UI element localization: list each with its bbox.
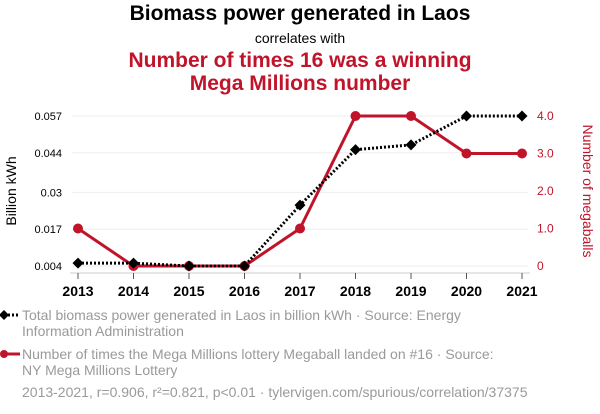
left-tick-label: 0.044 <box>34 148 62 160</box>
chart-subtitle: correlates with <box>254 30 346 46</box>
x-tick-label: 2020 <box>451 283 482 299</box>
x-tick-label: 2013 <box>62 283 93 299</box>
biomass-data-point <box>128 257 139 269</box>
legend-item-biomass: Total biomass power generated in Laos in… <box>0 307 562 339</box>
x-tick-label: 2016 <box>229 283 260 299</box>
chart-title: Biomass power generated in Laos <box>129 2 471 25</box>
biomass-series-line <box>78 114 522 268</box>
circle-solid-line-icon <box>0 350 20 358</box>
biomass-data-point <box>72 257 84 269</box>
x-tick-label: 2014 <box>118 283 149 299</box>
x-tick-label: 2021 <box>506 283 537 299</box>
left-tick-label: 0.03 <box>41 187 62 199</box>
right-tick-label: 2.0 <box>537 184 554 198</box>
chart-title-secondary-line1: Number of times 16 was a winning <box>128 49 472 72</box>
left-tick-label: 0.057 <box>34 111 62 123</box>
x-tick-label: 2017 <box>284 283 315 299</box>
right-tick-label: 0 <box>537 259 544 273</box>
biomass-data-point <box>294 199 306 211</box>
right-axis-label: Number of megaballs <box>580 124 596 257</box>
legend-item-megaball: Number of times the Mega Millions lotter… <box>0 346 562 378</box>
biomass-data-point <box>516 110 528 122</box>
right-tick-label: 1.0 <box>537 222 554 236</box>
megaball-data-point <box>406 111 416 121</box>
gridlines <box>72 115 528 267</box>
x-axis: 2013 2014 2015 2016 2017 2018 2019 2020 2021 <box>62 272 538 299</box>
megaball-data-point <box>73 223 83 234</box>
right-tick-label: 4.0 <box>537 109 554 123</box>
left-axis-label: Billion kWh <box>3 156 19 225</box>
right-tick-label: 3.0 <box>537 147 554 161</box>
legend-text-line2: Information Administration <box>22 323 184 339</box>
x-tick-label: 2018 <box>340 283 371 299</box>
biomass-data-point <box>239 260 250 272</box>
biomass-data-point <box>461 110 472 122</box>
megaball-data-point <box>295 223 305 234</box>
left-axis-ticks: 0.004 0.017 0.03 0.044 0.057 <box>34 111 62 273</box>
left-tick-label: 0.017 <box>34 224 62 236</box>
megaball-data-point <box>517 148 527 159</box>
biomass-data-point <box>350 144 361 156</box>
series-layer <box>72 110 528 272</box>
megaball-data-point <box>350 111 361 121</box>
correlation-footer: 2013-2021, r=0.906, r²=0.821, p<0.01 · t… <box>22 384 528 400</box>
chart-title-secondary-line2: Mega Millions number <box>189 72 411 95</box>
x-tick-label: 2015 <box>173 283 204 299</box>
legend-text-line1: Number of times the Mega Millions lotter… <box>22 346 494 362</box>
x-tick-label: 2019 <box>395 283 426 299</box>
chart-title-secondary: Number of times 16 was a winning Mega Mi… <box>0 49 600 95</box>
legend-text-line1: Total biomass power generated in Laos in… <box>22 307 461 323</box>
biomass-data-point <box>183 260 195 272</box>
right-axis-ticks: 0 1.0 2.0 3.0 4.0 <box>537 109 554 273</box>
diamond-dotted-line-icon <box>0 310 20 320</box>
legend-text-line2: NY Mega Millions Lottery <box>22 362 178 378</box>
megaball-series-line <box>77 114 522 268</box>
left-tick-label: 0.004 <box>34 261 62 273</box>
biomass-data-point <box>405 139 417 151</box>
megaball-data-point <box>461 148 472 159</box>
